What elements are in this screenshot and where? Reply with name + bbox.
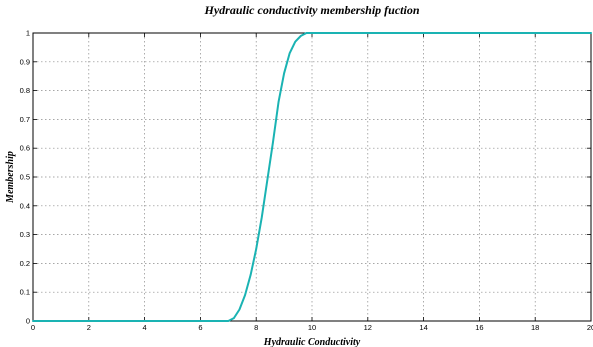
y-tick-label: 0.7 [20, 115, 30, 124]
x-tick-label: 14 [419, 323, 427, 332]
x-tick-label: 6 [198, 323, 202, 332]
x-axis-label: Hydraulic Conductivity [263, 337, 361, 347]
chart-title: Hydraulic conductivity membership fuctio… [204, 3, 420, 17]
y-tick-label: 0.9 [20, 57, 30, 66]
series-layer [32, 32, 592, 322]
x-tick-label: 8 [254, 323, 258, 332]
tick-layer: 0 2 4 6 8 10 12 14 16 18 20 0 0.1 0.2 0.3 0.4 0.5 0.6 0.7 0… [20, 29, 593, 333]
y-tick-label: 0.8 [20, 86, 30, 95]
x-tick-label: 10 [308, 323, 316, 332]
y-tick-label: 0 [26, 317, 30, 326]
x-tick-label: 20 [587, 323, 593, 332]
y-tick-label: 0.6 [20, 144, 30, 153]
x-tick-label: 12 [364, 323, 372, 332]
x-tick-label: 16 [475, 323, 483, 332]
membership-curve [32, 32, 592, 322]
x-tick-label: 2 [87, 323, 91, 332]
y-tick-label: 0.5 [20, 173, 30, 182]
x-tick-label: 18 [531, 323, 539, 332]
x-tick-label: 4 [143, 323, 147, 332]
y-tick-label: 0.3 [20, 230, 30, 239]
y-tick-label: 0.2 [20, 259, 30, 268]
grid-layer [33, 33, 591, 321]
x-tick-label: 0 [31, 323, 35, 332]
y-tick-label: 0.4 [20, 201, 30, 210]
y-tick-label: 0.1 [20, 288, 30, 297]
y-tick-label: 1 [26, 29, 30, 38]
y-axis-label: Membership [5, 151, 16, 204]
